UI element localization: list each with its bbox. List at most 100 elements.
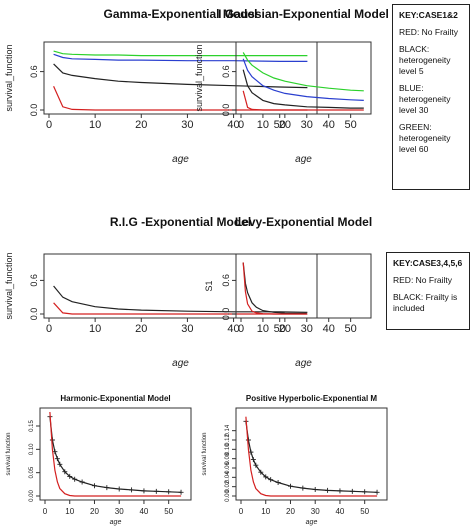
key-item-red: RED: No Frailty bbox=[399, 27, 459, 37]
data-point bbox=[258, 469, 264, 475]
y-tick-label: 0.0 bbox=[221, 308, 231, 321]
x-tick-label: 0 bbox=[238, 323, 244, 335]
key-box-case3-6: KEY:CASE3,4,5,6 RED: No Frailty BLACK: F… bbox=[386, 252, 470, 330]
plot-frame bbox=[43, 253, 318, 319]
x-axis-label: age bbox=[172, 154, 189, 165]
x-tick-label: 0 bbox=[43, 507, 48, 516]
series-line bbox=[242, 262, 307, 314]
key-item-black: BLACK: Frailty is included bbox=[393, 292, 458, 313]
x-tick-label: 10 bbox=[257, 119, 269, 131]
y-tick-label: 0.00 bbox=[29, 490, 35, 502]
key-box-case1-2: KEY:CASE1&2 RED: No Frailty BLACK: heter… bbox=[392, 4, 470, 190]
x-tick-label: 40 bbox=[227, 323, 239, 335]
x-tick-label: 0 bbox=[46, 323, 52, 335]
y-axis-label: survival_function bbox=[4, 252, 14, 319]
x-tick-label: 30 bbox=[181, 323, 193, 335]
data-point bbox=[268, 477, 274, 483]
series-line bbox=[242, 69, 364, 109]
series-line bbox=[245, 416, 378, 497]
data-point bbox=[178, 489, 184, 495]
x-tick-label: 10 bbox=[257, 323, 269, 335]
data-point bbox=[325, 487, 331, 493]
key-item-black: BLACK: heterogeneity level 5 bbox=[399, 44, 451, 76]
x-tick-label: 30 bbox=[301, 323, 313, 335]
y-tick-label: 0.6 bbox=[29, 65, 39, 78]
y-tick-label: 0.14 bbox=[225, 424, 231, 436]
series-line bbox=[242, 52, 364, 92]
chart-panel: Positive Hyperbolic-Exponential M 0 10 20 30… bbox=[202, 394, 388, 526]
series-line bbox=[53, 50, 308, 57]
plot-frame bbox=[39, 407, 192, 501]
x-tick-label: 10 bbox=[65, 507, 74, 516]
y-tick-label: 0.12 bbox=[225, 434, 231, 446]
series-line bbox=[53, 63, 308, 89]
data-point bbox=[263, 474, 269, 480]
x-tick-label: 20 bbox=[279, 323, 291, 335]
data-point bbox=[349, 488, 355, 494]
series-line bbox=[49, 411, 182, 497]
chart-title: Positive Hyperbolic-Exponential M bbox=[246, 394, 377, 403]
key-title: KEY:CASE1&2 bbox=[399, 10, 458, 20]
data-point bbox=[166, 489, 172, 495]
key-item-red: RED: No Frailty bbox=[393, 275, 453, 285]
chart-panel: I Gaussian-Exponential Model 0 10 20 30 40 50 0… bbox=[194, 7, 389, 165]
x-axis-label: age bbox=[172, 358, 189, 369]
y-tick-label: 0.6 bbox=[221, 65, 231, 78]
chart-title: Harmonic-Exponential Model bbox=[60, 394, 170, 403]
y-tick-label: 0.0 bbox=[221, 104, 231, 117]
x-tick-label: 40 bbox=[227, 119, 239, 131]
y-tick-label: 0.6 bbox=[221, 274, 231, 287]
data-point bbox=[104, 485, 110, 491]
x-axis-label: age bbox=[110, 519, 122, 526]
data-point bbox=[67, 473, 73, 479]
y-axis-label: survival function bbox=[6, 432, 12, 475]
data-point bbox=[79, 479, 85, 485]
series-line bbox=[53, 53, 308, 63]
data-point bbox=[116, 486, 122, 492]
chart-title: I Gaussian-Exponential Model bbox=[218, 7, 389, 21]
x-tick-label: 30 bbox=[301, 119, 313, 131]
chart-title: R.I.G -Exponential Model bbox=[110, 215, 251, 229]
data-point bbox=[300, 485, 306, 491]
chart-title: Levy-Exponential Model bbox=[235, 215, 372, 229]
data-point bbox=[245, 437, 251, 443]
data-point bbox=[253, 462, 259, 468]
series-line bbox=[49, 416, 182, 493]
series-line bbox=[53, 86, 308, 111]
data-point bbox=[362, 489, 368, 495]
data-point bbox=[141, 488, 147, 494]
plot-frame bbox=[235, 253, 372, 319]
data-point bbox=[72, 476, 78, 482]
y-tick-label: 0.08 bbox=[225, 452, 231, 464]
data-point bbox=[129, 487, 135, 493]
key-item-blue: BLUE: heterogeneity level 30 bbox=[399, 83, 451, 115]
x-tick-label: 40 bbox=[323, 323, 335, 335]
y-axis-label: survival function bbox=[202, 432, 208, 475]
x-tick-label: 20 bbox=[279, 119, 291, 131]
y-tick-label: 0.02 bbox=[225, 480, 231, 492]
chart-panel: Gamma-Exponential Model 0 10 20 30 40 50 0.0 0.6… bbox=[4, 7, 318, 165]
series-line bbox=[53, 302, 308, 315]
y-tick-label: 0.0 bbox=[29, 308, 39, 321]
data-point bbox=[91, 483, 97, 489]
data-point bbox=[54, 456, 60, 462]
y-tick-label: 0.06 bbox=[225, 462, 231, 474]
x-tick-label: 50 bbox=[274, 119, 286, 131]
x-tick-label: 30 bbox=[311, 507, 320, 516]
y-tick-label: 0.0 bbox=[29, 104, 39, 117]
x-tick-label: 20 bbox=[135, 119, 147, 131]
y-tick-label: 0.05 bbox=[29, 466, 35, 478]
x-tick-label: 20 bbox=[135, 323, 147, 335]
y-axis-label: survival_function bbox=[4, 44, 14, 111]
plot-frame bbox=[235, 407, 388, 501]
series-line bbox=[242, 58, 364, 101]
x-tick-label: 10 bbox=[89, 323, 101, 335]
y-tick-label: 0.00 bbox=[225, 490, 231, 502]
data-point bbox=[250, 457, 256, 463]
key-item-green: GREEN: heterogeneity level 60 bbox=[399, 122, 451, 154]
x-axis-label: age bbox=[306, 519, 318, 526]
x-tick-label: 40 bbox=[335, 507, 344, 516]
y-tick-label: 0.10 bbox=[225, 443, 231, 455]
x-axis-label: age bbox=[295, 154, 312, 165]
